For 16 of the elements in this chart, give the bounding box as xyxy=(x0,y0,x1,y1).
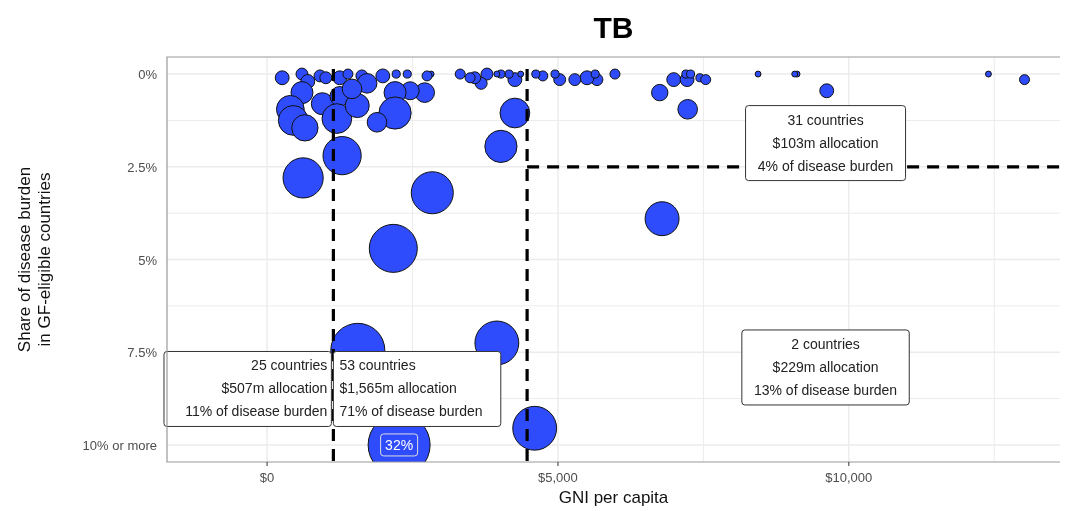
x-tick-label: $10,000 xyxy=(825,470,873,485)
annotation: 2 countries $229m allocation 13% of disease burden xyxy=(753,335,898,398)
y-tick-label: 10% or more xyxy=(82,437,157,453)
y-tick-label: 5% xyxy=(138,252,158,268)
y-tick-label: 0% xyxy=(138,67,158,83)
x-axis-title: GNI per capita xyxy=(558,488,669,507)
annotation: 53 countries $1,565m allocation 71% of disease burden xyxy=(339,357,483,420)
y-tick-label: 2.5% xyxy=(127,159,158,175)
x-tick-label: $5,000 xyxy=(538,470,578,485)
annotation: 25 countries $507m allocation 11% of disease burden xyxy=(185,357,328,420)
annotation: 31 countries $103m allocation 4% of disease burden xyxy=(757,111,894,174)
annotation: 32% xyxy=(385,436,414,453)
x-tick-label: $0 xyxy=(259,470,275,485)
y-tick-label: 7.5% xyxy=(127,345,158,361)
y-axis-title: Share of disease burden in GF-eligible countries xyxy=(15,166,54,353)
chart-title: TB xyxy=(593,11,634,44)
